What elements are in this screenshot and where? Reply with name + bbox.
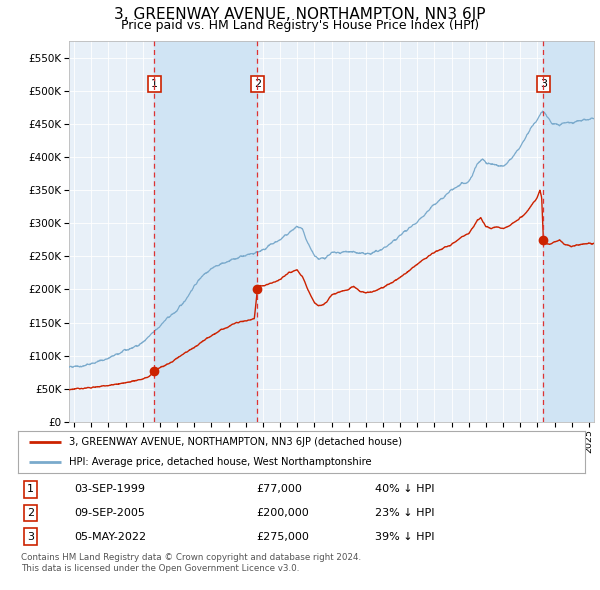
Bar — [544, 41, 594, 422]
Bar — [154, 41, 257, 422]
Bar — [544, 41, 594, 422]
Text: HPI: Average price, detached house, West Northamptonshire: HPI: Average price, detached house, West… — [69, 457, 371, 467]
Text: 3: 3 — [27, 532, 34, 542]
Text: 05-MAY-2022: 05-MAY-2022 — [75, 532, 147, 542]
Text: £77,000: £77,000 — [256, 484, 302, 494]
Text: 03-SEP-1999: 03-SEP-1999 — [75, 484, 146, 494]
Text: £275,000: £275,000 — [256, 532, 309, 542]
Text: 2: 2 — [27, 508, 34, 518]
Text: Contains HM Land Registry data © Crown copyright and database right 2024.
This d: Contains HM Land Registry data © Crown c… — [21, 553, 361, 573]
Text: 2: 2 — [254, 79, 261, 89]
Text: 3: 3 — [540, 79, 547, 89]
Text: 3, GREENWAY AVENUE, NORTHAMPTON, NN3 6JP: 3, GREENWAY AVENUE, NORTHAMPTON, NN3 6JP — [114, 7, 486, 22]
Text: 23% ↓ HPI: 23% ↓ HPI — [375, 508, 435, 518]
Text: 40% ↓ HPI: 40% ↓ HPI — [375, 484, 435, 494]
Text: 1: 1 — [27, 484, 34, 494]
Text: 09-SEP-2005: 09-SEP-2005 — [75, 508, 146, 518]
Text: 1: 1 — [151, 79, 158, 89]
Text: Price paid vs. HM Land Registry's House Price Index (HPI): Price paid vs. HM Land Registry's House … — [121, 19, 479, 32]
Text: 39% ↓ HPI: 39% ↓ HPI — [375, 532, 435, 542]
Text: £200,000: £200,000 — [256, 508, 309, 518]
Text: 3, GREENWAY AVENUE, NORTHAMPTON, NN3 6JP (detached house): 3, GREENWAY AVENUE, NORTHAMPTON, NN3 6JP… — [69, 437, 402, 447]
